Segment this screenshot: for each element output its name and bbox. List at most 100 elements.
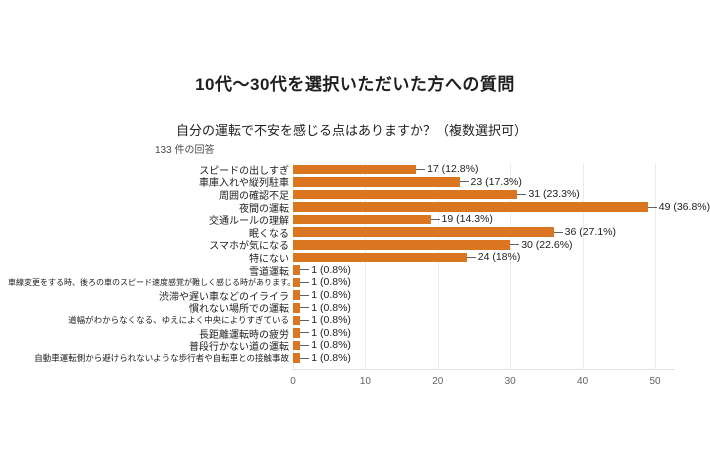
bar bbox=[293, 189, 518, 200]
value-label: 1 (0.8%) bbox=[300, 339, 351, 352]
category-label: スマホが気になる bbox=[209, 241, 289, 253]
value-label: 1 (0.8%) bbox=[300, 264, 351, 277]
value-label: 17 (12.8%) bbox=[416, 163, 478, 176]
page-title: 10代～30代を選択いただいた方への質問 bbox=[195, 75, 515, 94]
plot-area: 17 (12.8%) bbox=[293, 163, 706, 176]
bar bbox=[293, 240, 511, 250]
bar-chart: スピードの出しすぎ 17 (12.8%) 車庫入れや縦列駐車 23 (17.3%) 周囲… bbox=[8, 163, 710, 398]
bar bbox=[293, 202, 648, 212]
value-connector-line bbox=[647, 206, 657, 208]
value-connector-line bbox=[300, 282, 310, 284]
category-label: 夜間の運転 bbox=[239, 203, 289, 215]
chart-row: スピードの出しすぎ 17 (12.8%) bbox=[8, 163, 706, 177]
value-connector-line bbox=[553, 231, 563, 233]
response-count: 133 件の回答 bbox=[155, 145, 215, 156]
gridline bbox=[437, 163, 439, 369]
value-connector-line bbox=[416, 168, 426, 170]
x-tick-label: 0 bbox=[290, 376, 296, 387]
value-label: 1 (0.8%) bbox=[300, 314, 351, 327]
bar bbox=[293, 353, 301, 363]
chart-row: 普段行かない道の運転 1 (0.8%) bbox=[8, 339, 706, 354]
chart-row: 雪道運転 1 (0.8%) bbox=[8, 264, 706, 278]
category-label: 雪道運転 bbox=[249, 266, 289, 278]
plot-area: 31 (23.3%) bbox=[293, 188, 706, 201]
plot-area: 19 (14.3%) bbox=[293, 213, 706, 226]
gridline bbox=[510, 163, 512, 369]
value-connector-line bbox=[300, 307, 310, 309]
value-label: 24 (18%) bbox=[466, 251, 520, 264]
bar bbox=[293, 277, 301, 288]
bar bbox=[293, 303, 301, 313]
plot-area: 1 (0.8%) bbox=[293, 352, 706, 365]
value-label: 1 (0.8%) bbox=[300, 289, 351, 302]
category-label: 車庫入れや縦列駐車 bbox=[199, 178, 289, 190]
plot-area: 1 (0.8%) bbox=[293, 339, 706, 352]
category-label: 車線変更をする時、後ろの車のスピード速度感覚が難しく感じる時があります。 bbox=[8, 278, 296, 288]
plot-area: 1 (0.8%) bbox=[293, 289, 706, 302]
chart-row: 周囲の確認不足 31 (23.3%) bbox=[8, 188, 706, 202]
plot-area: 1 (0.8%) bbox=[293, 302, 706, 315]
chart-question: 自分の運転で不安を感じる点はありますか？（複数選択可） bbox=[176, 123, 528, 138]
bar bbox=[293, 177, 460, 187]
x-tick-label: 50 bbox=[649, 376, 661, 387]
bar bbox=[293, 315, 301, 326]
bar bbox=[293, 214, 431, 225]
bar bbox=[293, 340, 301, 351]
bar bbox=[293, 227, 554, 237]
x-tick-label: 20 bbox=[432, 376, 444, 387]
plot-area: 1 (0.8%) bbox=[293, 264, 706, 277]
chart-row: 交通ルールの理解 19 (14.3%) bbox=[8, 213, 706, 227]
value-label: 1 (0.8%) bbox=[300, 327, 351, 340]
chart-row: 眠くなる 36 (27.1%) bbox=[8, 226, 706, 240]
chart-row: 車線変更をする時、後ろの車のスピード速度感覚が難しく感じる時があります。 1 (0… bbox=[8, 276, 706, 289]
plot-area: 1 (0.8%) bbox=[293, 314, 706, 327]
value-label: 49 (36.8%) bbox=[647, 201, 710, 214]
plot-area: 49 (36.8%) bbox=[293, 201, 710, 214]
gridline bbox=[365, 163, 367, 369]
category-label: 普段行かない道の運転 bbox=[189, 342, 289, 354]
gridline bbox=[655, 163, 656, 369]
value-label: 23 (17.3%) bbox=[459, 176, 522, 189]
category-label: スピードの出しすぎ bbox=[199, 165, 289, 177]
bar bbox=[293, 328, 301, 338]
bar bbox=[293, 265, 301, 275]
gridline bbox=[582, 163, 584, 369]
category-label: 長距離運転時の疲労 bbox=[199, 329, 289, 341]
value-connector-line bbox=[300, 319, 310, 321]
chart-row: 長距離運転時の疲労 1 (0.8%) bbox=[8, 327, 706, 341]
category-label: 眠くなる bbox=[249, 228, 289, 240]
category-label: 自動車運転側から避けられないような歩行者や自転車との接触事故 bbox=[34, 353, 289, 364]
chart-row: スマホが気になる 30 (22.6%) bbox=[8, 239, 706, 253]
category-label: 特にない bbox=[249, 253, 289, 265]
bar bbox=[293, 290, 301, 300]
bar bbox=[293, 252, 467, 263]
plot-area: 23 (17.3%) bbox=[293, 176, 706, 189]
value-connector-line bbox=[300, 345, 310, 347]
value-connector-line bbox=[466, 256, 476, 258]
chart-row: 夜間の運転 49 (36.8%) bbox=[8, 201, 710, 215]
value-label: 30 (22.6%) bbox=[510, 239, 573, 252]
value-label: 19 (14.3%) bbox=[430, 213, 493, 226]
value-connector-line bbox=[300, 357, 310, 359]
bar bbox=[293, 164, 417, 174]
value-connector-line bbox=[430, 219, 440, 221]
value-label: 1 (0.8%) bbox=[300, 352, 351, 365]
chart-row: 慣れない場所での運転 1 (0.8%) bbox=[8, 302, 706, 316]
category-label: 渋滞や遅い車などのイライラ bbox=[159, 291, 289, 303]
plot-area: 30 (22.6%) bbox=[293, 239, 706, 252]
x-tick-label: 40 bbox=[577, 376, 589, 387]
category-label: 道幅がわからなくなる、ゆえによく中央によりすぎている bbox=[68, 315, 289, 326]
category-label: 周囲の確認不足 bbox=[219, 190, 289, 202]
value-label: 1 (0.8%) bbox=[300, 276, 351, 289]
value-connector-line bbox=[300, 294, 310, 296]
value-label: 36 (27.1%) bbox=[553, 226, 616, 239]
chart-row: 道幅がわからなくなる、ゆえによく中央によりすぎている 1 (0.8%) bbox=[8, 314, 706, 327]
value-connector-line bbox=[517, 193, 527, 195]
value-label: 31 (23.3%) bbox=[517, 188, 580, 201]
value-connector-line bbox=[300, 269, 310, 271]
chart-row: 特にない 24 (18%) bbox=[8, 251, 706, 265]
value-connector-line bbox=[459, 181, 469, 183]
plot-area: 1 (0.8%) bbox=[293, 327, 706, 340]
plot-area: 24 (18%) bbox=[293, 251, 706, 264]
